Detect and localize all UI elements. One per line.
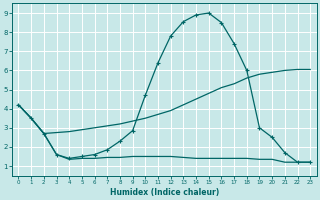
X-axis label: Humidex (Indice chaleur): Humidex (Indice chaleur) <box>110 188 219 197</box>
